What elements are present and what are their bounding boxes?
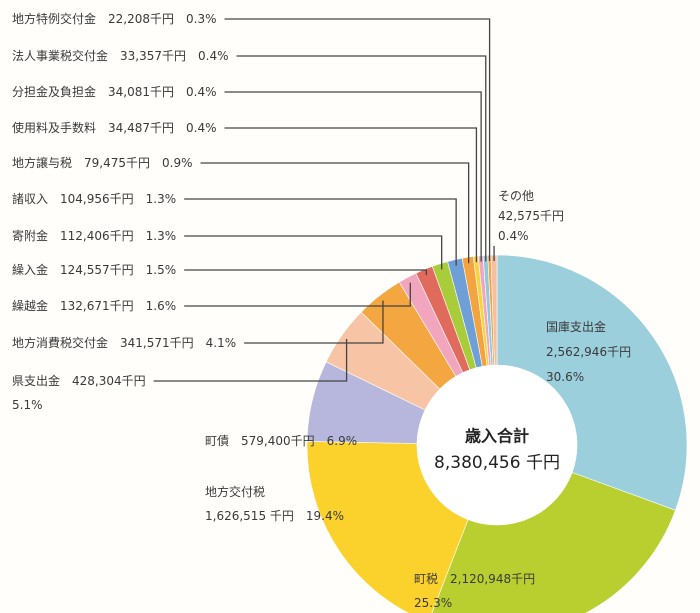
value-label: 2,120,948千円 bbox=[450, 572, 535, 586]
percent-label: 4.1% bbox=[206, 336, 237, 350]
category-label: 県支出金 bbox=[12, 373, 60, 388]
value-label: 341,571千円 bbox=[120, 336, 194, 350]
percent-label: 1.3% bbox=[146, 229, 177, 243]
slice-label: 地方特例交付金 22,208千円 0.3% bbox=[12, 11, 217, 26]
category-label: 地方特例交付金 bbox=[12, 11, 96, 26]
total-label: 8,380,456 千円 bbox=[434, 453, 560, 473]
category-label: 分担金及負担金 bbox=[12, 84, 96, 99]
value-label: 1,626,515 千円 bbox=[205, 509, 294, 523]
category-label: 寄附金 bbox=[12, 228, 48, 243]
percent-label: 30.6% bbox=[546, 370, 584, 384]
slice-label: 地方消費税交付金 341,571千円 4.1% bbox=[12, 335, 236, 350]
value-label: 112,406千円 bbox=[60, 229, 134, 243]
leader-line bbox=[184, 235, 443, 270]
category-label: その他 bbox=[498, 189, 534, 203]
leader-line bbox=[184, 282, 411, 307]
value-label: 2,562,946千円 bbox=[546, 345, 631, 359]
percent-label: 0.4% bbox=[498, 229, 529, 243]
category-label: 地方交付税 bbox=[205, 484, 265, 499]
percent-label: 25.3% bbox=[414, 596, 452, 610]
percent-label: 0.4% bbox=[186, 85, 217, 99]
leader-line bbox=[184, 198, 457, 266]
slice-label: 1,626,515 千円 19.4% bbox=[205, 509, 344, 523]
category-label: 地方譲与税 bbox=[12, 155, 72, 170]
slice-label: その他 bbox=[498, 189, 534, 203]
slice-label: 5.1% bbox=[12, 398, 43, 412]
leader-line bbox=[224, 18, 491, 262]
slice-label: 42,575千円 bbox=[498, 209, 564, 223]
percent-label: 0.4% bbox=[186, 121, 217, 135]
value-label: 428,304千円 bbox=[72, 374, 146, 388]
percent-label: 19.4% bbox=[306, 509, 344, 523]
value-label: 34,487千円 bbox=[108, 121, 174, 135]
percent-label: 0.9% bbox=[162, 156, 193, 170]
slice-label: 地方譲与税 79,475千円 0.9% bbox=[12, 155, 193, 170]
slice-label: 分担金及負担金 34,081千円 0.4% bbox=[12, 84, 217, 99]
slice-label: 町税 2,120,948千円 bbox=[414, 572, 535, 586]
percent-label: 5.1% bbox=[12, 398, 43, 412]
category-label: 繰越金 bbox=[12, 298, 48, 313]
slice-label: 諸収入 104,956千円 1.3% bbox=[12, 191, 176, 206]
slice-label: 法人事業税交付金 33,357千円 0.4% bbox=[12, 48, 229, 63]
value-label: 42,575千円 bbox=[498, 209, 564, 223]
percent-label: 6.9% bbox=[327, 434, 358, 448]
value-label: 132,671千円 bbox=[60, 299, 134, 313]
leader-line bbox=[224, 127, 478, 263]
percent-label: 1.6% bbox=[146, 299, 177, 313]
value-label: 22,208千円 bbox=[108, 12, 174, 26]
category-label: 地方消費税交付金 bbox=[12, 335, 108, 350]
value-label: 79,475千円 bbox=[84, 156, 150, 170]
leader-line bbox=[200, 162, 470, 264]
value-label: 124,557千円 bbox=[60, 263, 134, 277]
slice-label: 国庫支出金 bbox=[546, 319, 606, 334]
leader-line bbox=[244, 300, 384, 344]
slice-label: 2,562,946千円 bbox=[546, 345, 631, 359]
center-title: 歳入合計 bbox=[465, 427, 529, 446]
slice-label: 町債 579,400千円 6.9% bbox=[205, 433, 357, 448]
donut-hole bbox=[417, 365, 577, 525]
percent-label: 0.3% bbox=[186, 12, 217, 26]
slice-label: 地方交付税 bbox=[205, 484, 265, 499]
slice-label: 30.6% bbox=[546, 370, 584, 384]
slice-label: 繰越金 132,671千円 1.6% bbox=[12, 298, 176, 313]
slice-label: 寄附金 112,406千円 1.3% bbox=[12, 228, 176, 243]
value-label: 579,400千円 bbox=[241, 434, 315, 448]
leader-line bbox=[153, 339, 348, 382]
value-label: 33,357千円 bbox=[120, 49, 186, 63]
slice-label: 繰入金 124,557千円 1.5% bbox=[12, 262, 176, 277]
slice-label: 25.3% bbox=[414, 596, 452, 610]
category-label: 国庫支出金 bbox=[546, 319, 606, 334]
category-label: 諸収入 bbox=[12, 191, 48, 206]
category-label: 町債 bbox=[205, 433, 229, 448]
category-label: 法人事業税交付金 bbox=[12, 48, 108, 63]
category-label: 町税 bbox=[414, 572, 438, 586]
percent-label: 1.3% bbox=[146, 192, 177, 206]
slice-label: 県支出金 428,304千円 bbox=[12, 373, 146, 388]
leader-line bbox=[224, 91, 482, 262]
leader-line bbox=[236, 55, 487, 262]
percent-label: 1.5% bbox=[146, 263, 177, 277]
slice-label: 0.4% bbox=[498, 229, 529, 243]
percent-label: 0.4% bbox=[198, 49, 229, 63]
value-label: 104,956千円 bbox=[60, 192, 134, 206]
category-label: 使用料及手数料 bbox=[12, 120, 96, 135]
value-label: 34,081千円 bbox=[108, 85, 174, 99]
slice-label: 使用料及手数料 34,487千円 0.4% bbox=[12, 120, 217, 135]
leader-line bbox=[184, 269, 427, 276]
category-label: 繰入金 bbox=[12, 262, 48, 277]
